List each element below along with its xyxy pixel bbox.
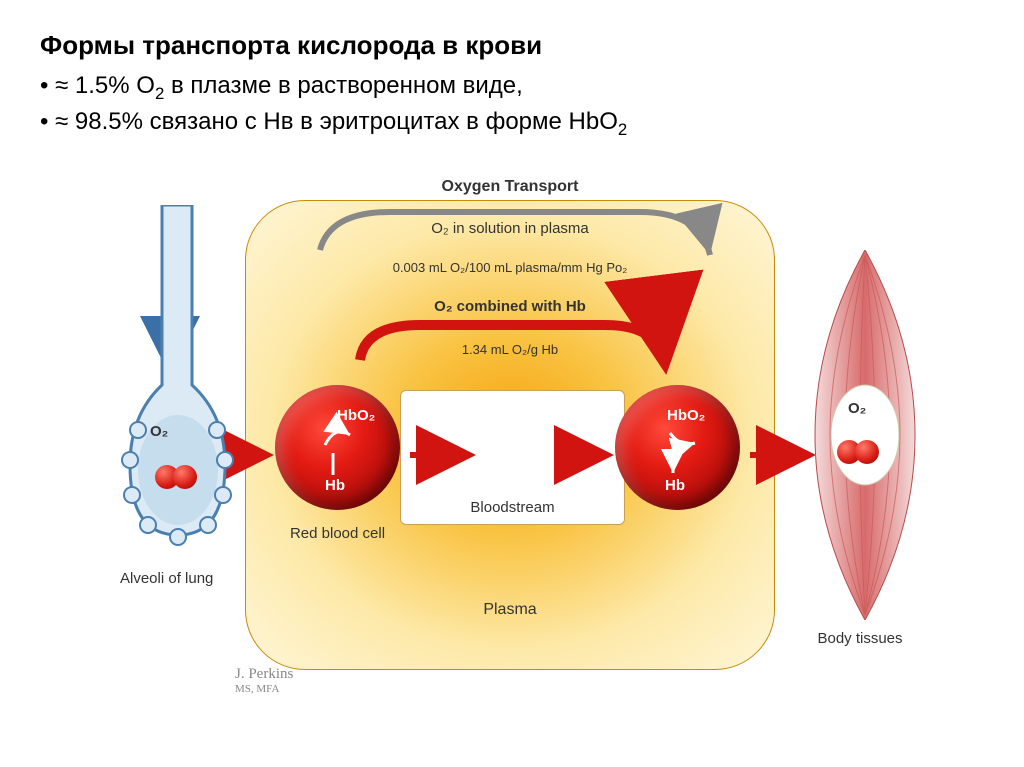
body-tissue-muscle [800,250,930,620]
credit-sub: MS, MFA [235,683,293,695]
rbc-right-hbo2: HbO₂ [667,407,705,424]
o2-molecule-alveoli [155,465,199,491]
o2-molecule-tissue [837,440,881,466]
bullet-1-rest: в плазме в растворенном виде, [164,72,523,99]
body-tissue-label: Body tissues [810,630,910,647]
bullet-1-prefix: ≈ 1.5% O [55,72,155,99]
rbc-left-hbo2: HbO₂ [337,407,375,424]
alveoli-label: Alveoli of lung [120,570,220,587]
rbc-right-hb: Hb [665,477,685,494]
slide-title: Формы транспорта кислорода в крови [40,30,984,61]
red-blood-cell-right: HbO₂ Hb [615,385,740,510]
bullet-2: ≈ 98.5% связано с Нв в эритроцитах в фор… [60,105,984,141]
bullet-1: ≈ 1.5% O2 в плазме в растворенном виде, [60,69,984,105]
tissue-o2-label: O₂ [848,400,866,417]
bullet-2-prefix: ≈ 98.5% связано с Нв в эритроцитах в фор… [55,108,618,135]
bullet-1-sub: 2 [155,84,164,103]
credit-name: J. Perkins [235,666,293,682]
red-blood-cell-left: HbO₂ Hb [275,385,400,510]
alveoli-o2-label: O₂ [150,423,168,440]
rbc-left-hb: Hb [325,477,345,494]
rbc-label: Red blood cell [275,525,400,542]
illustrator-credit: J. Perkins MS, MFA [235,666,293,695]
bullet-2-sub: 2 [618,120,627,139]
alveoli-lung [120,205,235,565]
oxygen-transport-diagram: Plasma Bloodstream Oxygen Transport O₂ i… [110,180,920,700]
